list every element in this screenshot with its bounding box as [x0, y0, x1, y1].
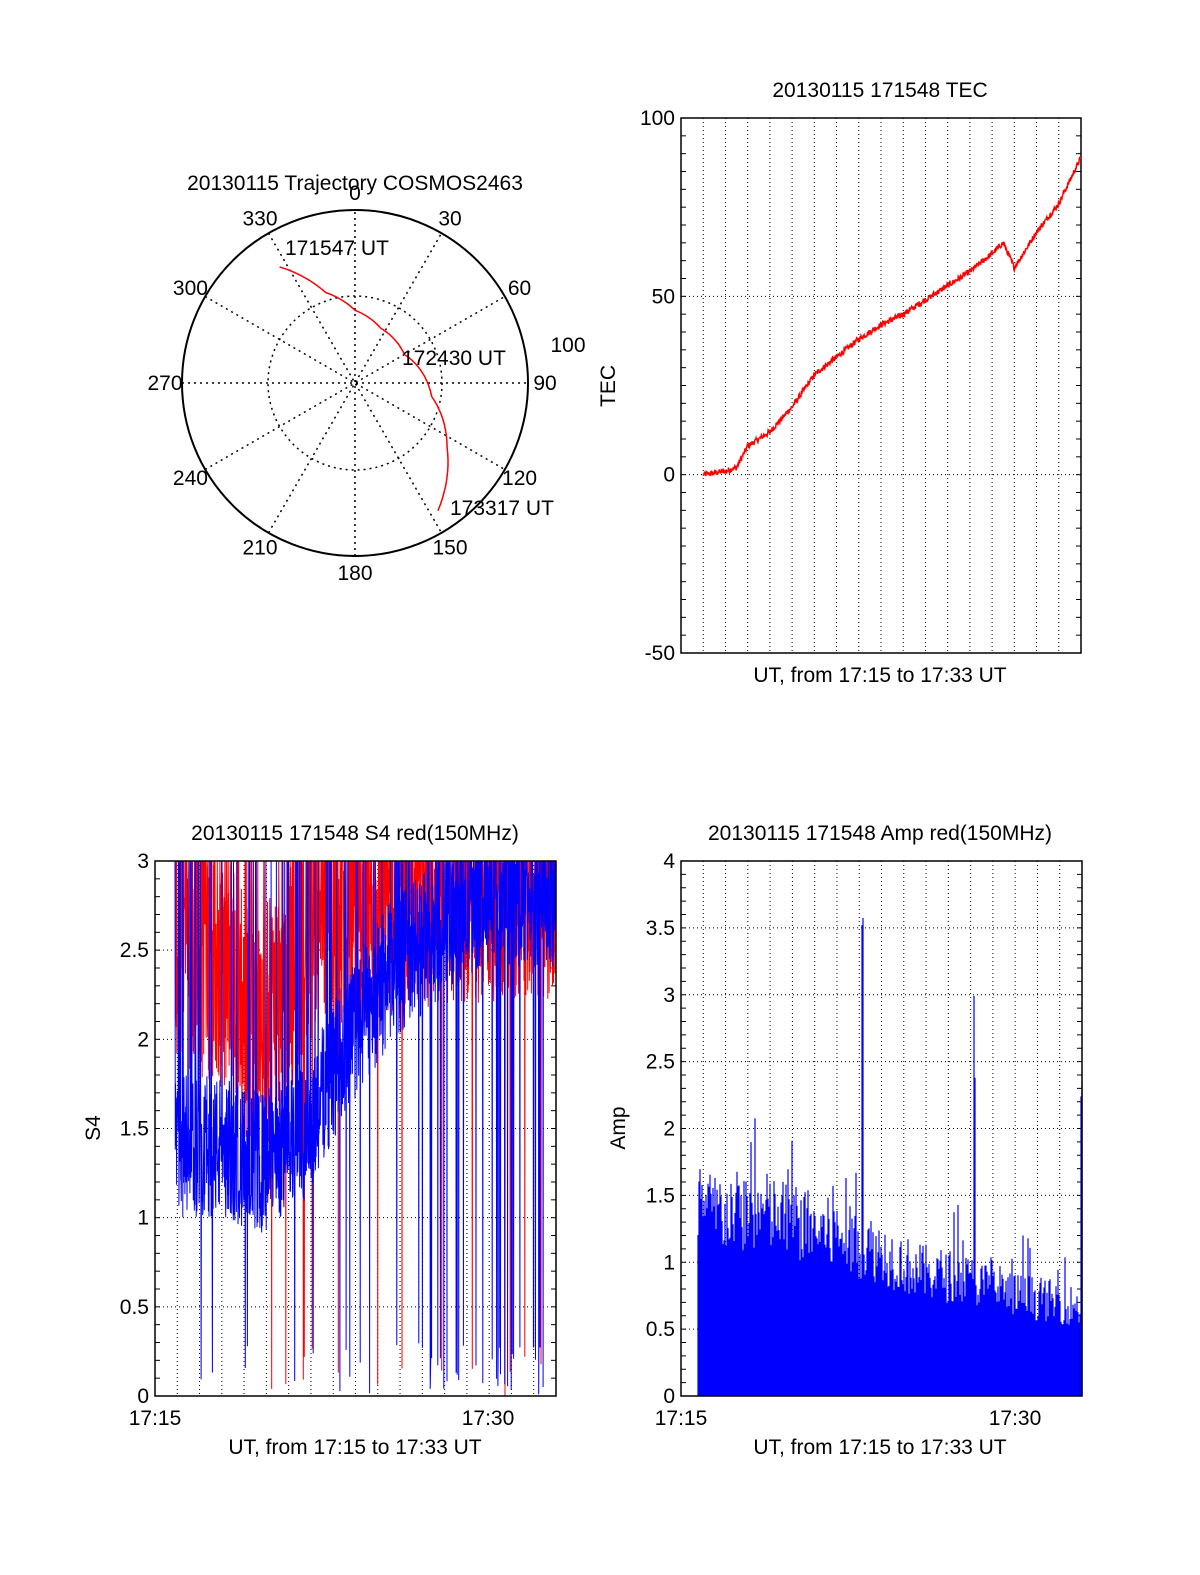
s4-xtick-start: 17:15 — [129, 1407, 182, 1430]
y-tick-label: 1.5 — [646, 1184, 675, 1207]
y-tick-label: 2.5 — [646, 1051, 675, 1074]
trajectory-curve — [279, 266, 449, 511]
y-tick-label: 1 — [137, 1207, 149, 1230]
polar-angle-label: 60 — [508, 277, 531, 300]
amp-bars-path — [697, 917, 1083, 1396]
amp-frame — [680, 860, 1083, 1397]
polar-angle-label: 300 — [173, 277, 208, 300]
tec-series-line — [702, 156, 1082, 477]
s4-title: 20130115 171548 S4 red(150MHz) — [191, 822, 519, 845]
s4-xtick-end: 17:30 — [462, 1407, 515, 1430]
polar-angle-label: 330 — [242, 207, 277, 230]
polar-grid — [181, 209, 529, 557]
y-tick-label: 0.5 — [646, 1318, 675, 1341]
y-tick-label: 3 — [137, 850, 149, 873]
y-tick-label: 2.5 — [120, 939, 149, 962]
polar-angle-label: 120 — [502, 467, 537, 490]
tec-ylabel: TEC — [597, 365, 620, 407]
amp-xtick-end: 17:30 — [989, 1407, 1042, 1430]
y-tick-label: 0.5 — [120, 1296, 149, 1319]
y-tick-label: 100 — [640, 107, 675, 130]
polar-angle-label: 90 — [533, 372, 556, 395]
polar-spokes — [182, 210, 528, 556]
y-tick-label: 1 — [663, 1251, 675, 1274]
polar-angle-label: 180 — [337, 562, 372, 585]
polar-angle-label: 210 — [242, 537, 277, 560]
polar-radius-label: 100 — [550, 334, 585, 357]
polar-angle-label: 0 — [349, 182, 361, 205]
trajectory-mid-label: 172430 UT — [402, 347, 506, 370]
amp-ylabel: Amp — [607, 1106, 630, 1149]
amp-yticks: 4 3.5 3 2.5 2 1.5 1 0.5 0 — [646, 850, 676, 1408]
s4-yticks: 3 2.5 2 1.5 1 0.5 0 — [120, 850, 149, 1408]
amp-xlabel: UT, from 17:15 to 17:33 UT — [753, 1436, 1006, 1459]
amp-panel: 20130115 171548 Amp red(150MHz) 4 3.5 3 2.5… — [607, 822, 1083, 1459]
trajectory-end-label: 173317 UT — [450, 497, 554, 520]
y-tick-label: 0 — [137, 1385, 149, 1408]
tec-xlabel: UT, from 17:15 to 17:33 UT — [753, 664, 1006, 687]
s4-ylabel: S4 — [82, 1115, 105, 1141]
s4-frame — [154, 860, 557, 1397]
polar-angle-label: 150 — [432, 537, 467, 560]
polar-spoke — [204, 295, 506, 471]
y-tick-label: 0 — [663, 1385, 675, 1408]
y-tick-label: 50 — [652, 285, 675, 308]
polar-spoke — [267, 232, 443, 534]
polar-mid-circle — [267, 295, 443, 471]
polar-angle-labels: 0 30 60 90 120 150 180 210 240 270 300 330 — [147, 182, 556, 585]
tec-yticks: 100 50 0 -50 — [640, 107, 675, 665]
y-tick-label: 0 — [663, 464, 675, 487]
polar-angle-label: 30 — [438, 207, 461, 230]
amp-title: 20130115 171548 Amp red(150MHz) — [708, 822, 1052, 845]
polar-angle-label: 270 — [147, 372, 182, 395]
trajectory-start-label: 171547 UT — [285, 237, 389, 260]
trajectory-panel: 20130115 Trajectory COSMOS2463 0 30 60 90 12… — [147, 172, 585, 585]
tec-frame — [680, 117, 1082, 654]
tec-grid — [681, 118, 1081, 653]
tec-title: 20130115 171548 TEC — [772, 79, 987, 102]
y-tick-label: 2 — [137, 1028, 149, 1051]
polar-spoke — [204, 295, 506, 471]
tec-panel: 20130115 171548 TEC 100 50 0 -50 TEC UT, fr… — [597, 79, 1082, 687]
y-tick-label: 2 — [663, 1118, 675, 1141]
y-tick-label: 4 — [663, 850, 675, 873]
s4-xlabel: UT, from 17:15 to 17:33 UT — [228, 1436, 481, 1459]
y-tick-label: 1.5 — [120, 1118, 149, 1141]
amp-series-bars — [697, 917, 1083, 1396]
y-tick-label: 3.5 — [646, 917, 675, 940]
trajectory-title: 20130115 Trajectory COSMOS2463 — [187, 172, 523, 195]
amp-xtick-start: 17:15 — [655, 1407, 708, 1430]
polar-spoke — [267, 232, 443, 534]
y-tick-label: 3 — [663, 984, 675, 1007]
y-tick-label: -50 — [645, 642, 675, 665]
s4-panel: 20130115 171548 S4 red(150MHz) 3 2.5 2 1.5 1… — [82, 822, 557, 1459]
polar-angle-label: 240 — [173, 467, 208, 490]
